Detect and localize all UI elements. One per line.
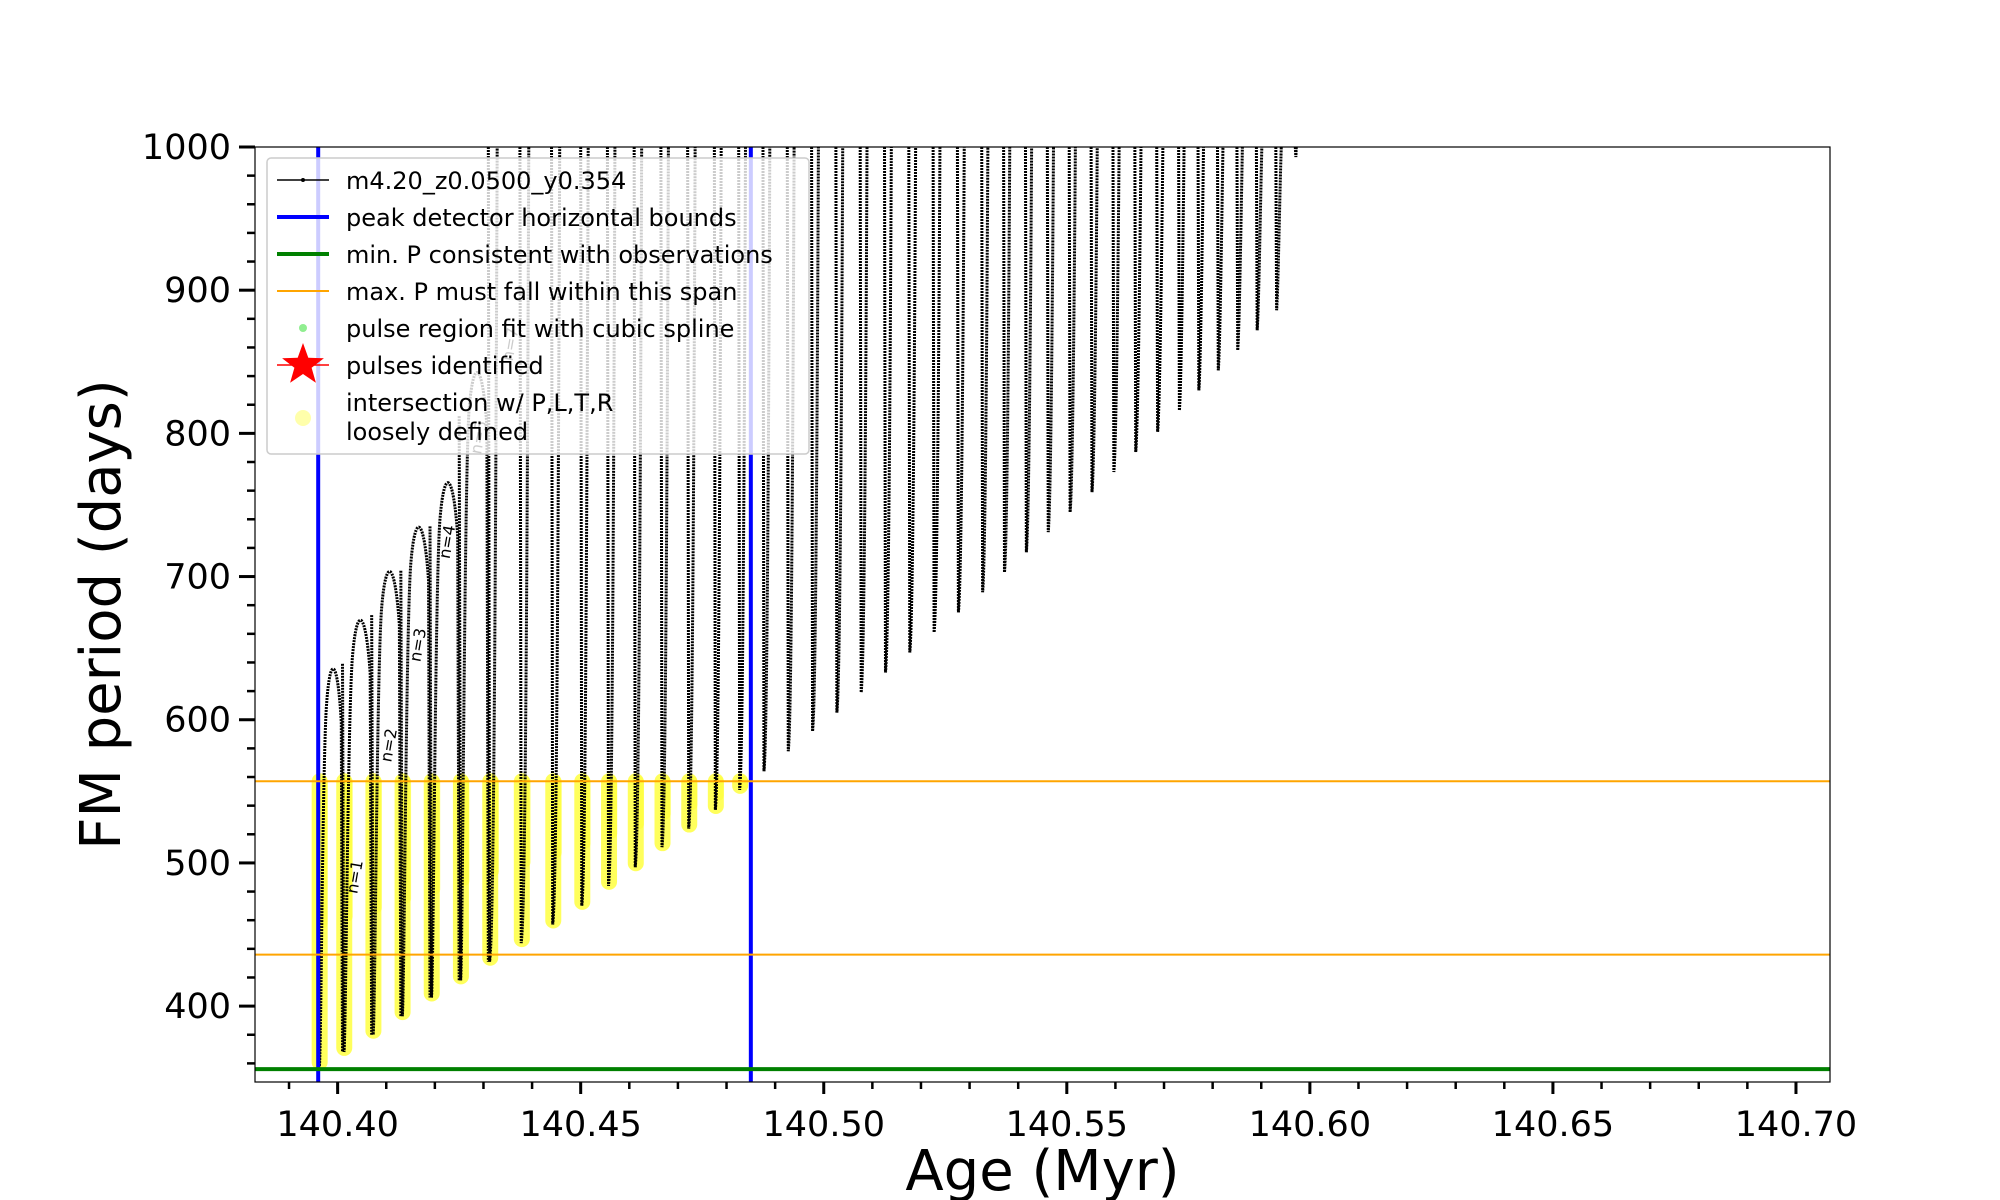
y-tick-label: 700 [164, 558, 231, 598]
legend-label: peak detector horizontal bounds [346, 204, 737, 232]
y-axis-label: FM period (days) [69, 379, 134, 849]
pulse-curve [1002, 147, 1012, 573]
x-tick-label: 140.50 [763, 1105, 885, 1145]
pulse-curve [785, 147, 796, 752]
star-icon [282, 343, 324, 383]
pulse-curve [907, 147, 918, 653]
x-tick-label: 140.55 [1006, 1105, 1128, 1145]
pulse-curve [980, 147, 990, 593]
pulse-curve [370, 570, 403, 1035]
legend-label: intersection w/ P,L,T,R [346, 389, 613, 417]
legend-label: m4.20_z0.0500_y0.354 [346, 167, 626, 195]
legend-label: loosely defined [346, 418, 528, 446]
pulse-curve [858, 147, 869, 693]
pulse-curve [883, 147, 893, 673]
x-tick-label: 140.60 [1249, 1105, 1371, 1145]
pulse-curve [1196, 147, 1205, 391]
legend-label: max. P must fall within this span [346, 278, 737, 306]
pulse-curve [316, 667, 344, 1067]
pulse-curve [1067, 147, 1077, 513]
y-tick-label: 500 [164, 844, 231, 884]
pulse-curve [1274, 147, 1283, 311]
legend-dot-swatch [295, 410, 311, 426]
pulse-curve [1254, 147, 1264, 331]
pulse-curve [1133, 147, 1143, 453]
x-tick-label: 140.45 [519, 1105, 641, 1145]
x-axis-label: Age (Myr) [905, 1139, 1179, 1200]
pulse-curve [761, 147, 772, 772]
pulse-curve [810, 147, 820, 732]
pulse-curve [428, 481, 461, 998]
pulse-curve [1089, 147, 1099, 493]
y-tick-label: 600 [164, 701, 231, 741]
legend-box [266, 157, 810, 455]
legend-dot-swatch [299, 324, 307, 332]
pulse-curve [632, 147, 644, 868]
pulse-curve [457, 371, 490, 981]
pulse-curve [834, 147, 845, 713]
y-tick-label: 800 [164, 414, 231, 454]
x-tick-label: 140.65 [1492, 1105, 1614, 1145]
legend-label: pulses identified [346, 352, 544, 380]
pulse-curve [1111, 147, 1121, 473]
axes: 140.40 140.45 140.50 140.55 140.60 140.65 140.… [142, 128, 1857, 1145]
data-layer [311, 147, 1300, 1071]
pulse-curve [1216, 147, 1225, 371]
pulse-curve [1293, 147, 1300, 158]
legend-dot-swatch [301, 178, 305, 182]
pulse-curve [955, 147, 966, 613]
pulse-curve [1235, 147, 1244, 351]
pulse-curve [341, 618, 374, 1053]
pulse-curve [686, 147, 697, 829]
y-tick-label: 400 [164, 987, 231, 1027]
pulse-curve [1023, 147, 1034, 553]
pulse-curve [399, 525, 432, 1017]
pulse-curve [1155, 147, 1165, 433]
y-tick-label: 900 [164, 271, 231, 311]
y-tick-label: 1000 [142, 128, 231, 168]
x-tick-label: 140.70 [1735, 1105, 1857, 1145]
legend-label: min. P consistent with observations [346, 241, 773, 269]
pulse-curve [931, 147, 942, 633]
plot-frame [254, 146, 1831, 1083]
x-tick-label: 140.40 [276, 1105, 398, 1145]
legend-label: pulse region fit with cubic spline [346, 315, 734, 343]
pulse-curve [1045, 147, 1055, 533]
